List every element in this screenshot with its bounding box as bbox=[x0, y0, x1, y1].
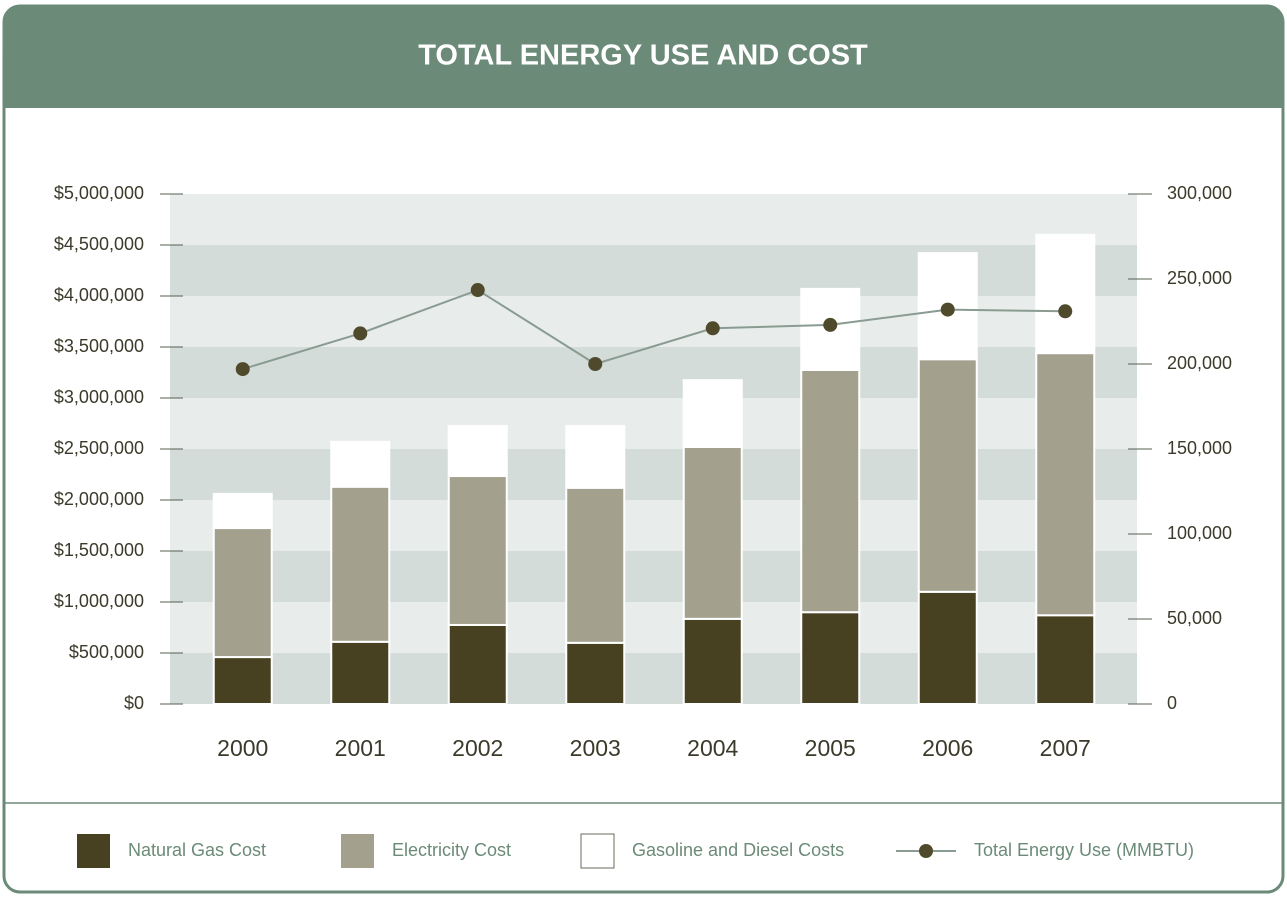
bar-segment bbox=[447, 425, 508, 478]
bar-segment bbox=[565, 486, 626, 644]
grid-band bbox=[170, 449, 1137, 500]
y2-tick-label: 150,000 bbox=[1167, 438, 1232, 458]
bar-segment bbox=[212, 492, 273, 530]
bar-segment bbox=[1035, 233, 1096, 355]
line-point bbox=[353, 326, 368, 341]
bar-segment bbox=[565, 641, 626, 705]
bar-segment bbox=[447, 475, 508, 626]
x-tick-label: 2003 bbox=[570, 735, 621, 761]
bar-segment bbox=[1035, 352, 1096, 617]
x-tick-label: 2000 bbox=[217, 735, 268, 761]
y2-tick-label: 250,000 bbox=[1167, 268, 1232, 288]
legend-label: Electricity Cost bbox=[392, 840, 511, 860]
line-point bbox=[1058, 304, 1073, 319]
bar-segment bbox=[330, 640, 391, 706]
grid-band bbox=[170, 347, 1137, 398]
legend-label: Natural Gas Cost bbox=[128, 840, 266, 860]
y2-tick-label: 200,000 bbox=[1167, 353, 1232, 373]
bar-segment bbox=[917, 590, 978, 705]
legend-label: Gasoline and Diesel Costs bbox=[632, 840, 844, 860]
grid-band bbox=[170, 653, 1137, 704]
bar-segment bbox=[800, 611, 861, 706]
line-point bbox=[235, 362, 250, 377]
bar-segment bbox=[565, 425, 626, 489]
bar-segment bbox=[682, 379, 743, 448]
x-tick-label: 2004 bbox=[687, 735, 738, 761]
y-tick-label: $2,500,000 bbox=[54, 438, 144, 458]
bar-segment bbox=[1035, 614, 1096, 706]
bar-segment bbox=[330, 440, 391, 488]
grid-band bbox=[170, 245, 1137, 296]
legend-label: Total Energy Use (MMBTU) bbox=[974, 840, 1194, 860]
y2-tick-label: 300,000 bbox=[1167, 183, 1232, 203]
x-tick-label: 2005 bbox=[805, 735, 856, 761]
y2-tick-label: 100,000 bbox=[1167, 523, 1232, 543]
y-tick-label: $2,000,000 bbox=[54, 489, 144, 509]
y-tick-label: $1,000,000 bbox=[54, 591, 144, 611]
line-point bbox=[588, 357, 603, 371]
x-tick-label: 2007 bbox=[1040, 735, 1091, 761]
y-tick-label: $500,000 bbox=[69, 642, 144, 662]
y2-tick-label: 50,000 bbox=[1167, 608, 1222, 628]
y-tick-label: $3,500,000 bbox=[54, 336, 144, 356]
bar-segment bbox=[682, 445, 743, 620]
bar-segment bbox=[682, 617, 743, 706]
chart-title: TOTAL ENERGY USE AND COST bbox=[418, 40, 868, 72]
bar-segment bbox=[917, 358, 978, 593]
bar-segment bbox=[212, 527, 273, 659]
x-tick-label: 2006 bbox=[922, 735, 973, 761]
line-point bbox=[705, 321, 720, 336]
header bbox=[4, 6, 1283, 108]
y-tick-label: $1,500,000 bbox=[54, 540, 144, 560]
x-tick-label: 2002 bbox=[452, 735, 503, 761]
y-tick-label: $3,000,000 bbox=[54, 387, 144, 407]
legend-swatch bbox=[77, 834, 110, 868]
line bbox=[242, 288, 1066, 371]
y-tick-label: $5,000,000 bbox=[54, 183, 144, 203]
legend-point bbox=[919, 844, 933, 858]
grid-band bbox=[170, 551, 1137, 602]
line-point bbox=[940, 302, 955, 317]
bar-segment bbox=[447, 623, 508, 706]
bar-segment bbox=[800, 368, 861, 614]
line-point bbox=[470, 283, 485, 298]
legend-swatch bbox=[580, 833, 615, 869]
legend-swatch bbox=[341, 834, 374, 868]
y-tick-label: $0 bbox=[124, 693, 144, 713]
bar-segment bbox=[212, 656, 273, 706]
x-tick-label: 2001 bbox=[335, 735, 386, 761]
bar-segment bbox=[330, 485, 391, 643]
y-tick-label: $4,500,000 bbox=[54, 234, 144, 254]
line-point bbox=[823, 317, 838, 332]
y2-tick-label: 0 bbox=[1167, 693, 1177, 713]
y-tick-label: $4,000,000 bbox=[54, 285, 144, 305]
